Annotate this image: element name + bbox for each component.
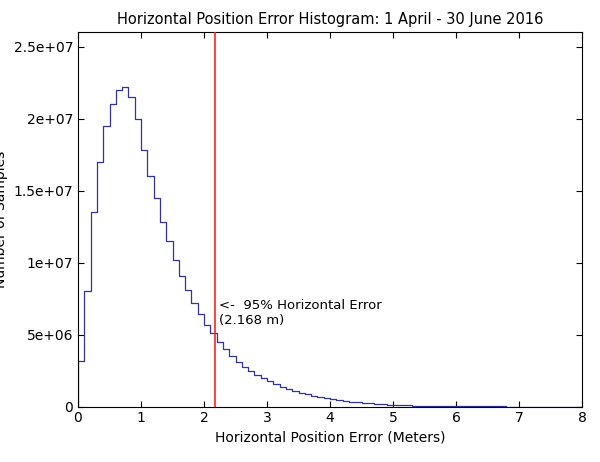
Title: Horizontal Position Error Histogram: 1 April - 30 June 2016: Horizontal Position Error Histogram: 1 A… [117, 12, 543, 27]
X-axis label: Horizontal Position Error (Meters): Horizontal Position Error (Meters) [215, 431, 445, 445]
Y-axis label: Number of Samples: Number of Samples [0, 151, 8, 288]
Text: <-  95% Horizontal Error
(2.168 m): <- 95% Horizontal Error (2.168 m) [219, 299, 382, 327]
